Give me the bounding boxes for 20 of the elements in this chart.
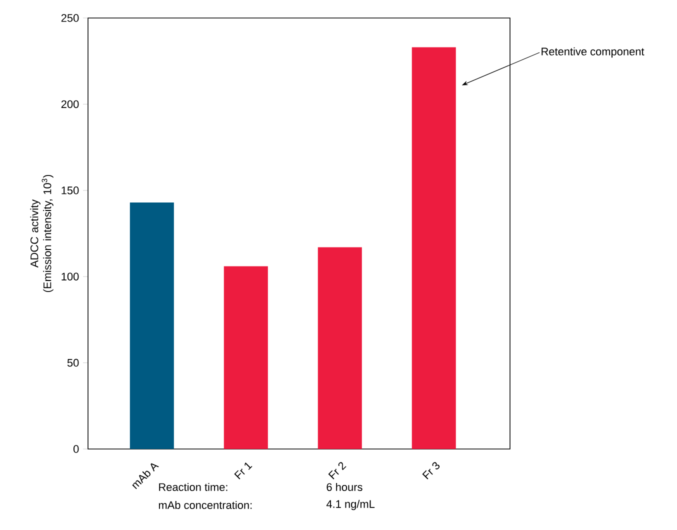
- y-tick-label: 250: [61, 14, 79, 22]
- bar: [130, 202, 174, 449]
- y-tick-label: 50: [67, 358, 79, 367]
- text: 6 hours: [326, 482, 362, 492]
- text: Retentive component: [542, 47, 644, 58]
- text: mAb concentration:: [158, 500, 252, 510]
- x-tick-label: Fr 1: [234, 462, 252, 480]
- text: Reaction time:: [159, 482, 228, 492]
- bar: [224, 266, 268, 449]
- y-tick-label: 150: [62, 186, 79, 194]
- y-axis-title: ADCC activity (Emission intensity, 10$^{3}$): [30, 174, 54, 292]
- y-tick-label: 100: [62, 272, 79, 280]
- text: 4.1 ng/mL: [326, 500, 375, 510]
- y-tick-label: 0: [73, 445, 79, 453]
- y-tick-label: 200: [61, 100, 79, 108]
- x-tick-label: mAb A: [132, 463, 159, 490]
- bar: [318, 247, 362, 449]
- x-tick-label: Fr 3: [422, 462, 440, 480]
- x-tick-label: Fr 2: [328, 462, 346, 480]
- bar: [412, 47, 456, 449]
